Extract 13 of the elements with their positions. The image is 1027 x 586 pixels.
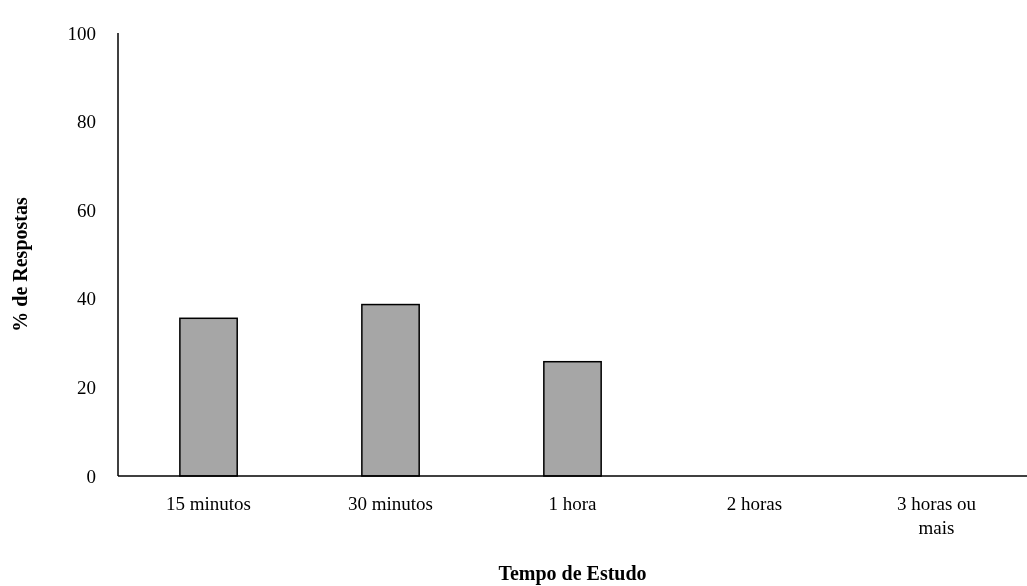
y-tick-label: 60 xyxy=(77,199,96,221)
x-tick-label: 15 minutos xyxy=(166,493,252,514)
y-axis-title: % de Respostas xyxy=(9,197,32,332)
y-tick-label: 80 xyxy=(77,111,96,133)
x-tick-label: 2 horas xyxy=(726,493,783,514)
x-tick-label: 3 horas ou mais xyxy=(896,493,977,538)
x-tick-label: 1 hora xyxy=(548,493,598,514)
x-tick-label: 30 minutos xyxy=(348,493,434,514)
y-tick-label: 20 xyxy=(77,377,96,399)
y-tick-label: 100 xyxy=(67,22,96,44)
y-tick-label: 40 xyxy=(77,288,96,310)
y-tick-label: 0 xyxy=(86,465,96,487)
x-axis-title: Tempo de Estudo xyxy=(498,562,647,585)
